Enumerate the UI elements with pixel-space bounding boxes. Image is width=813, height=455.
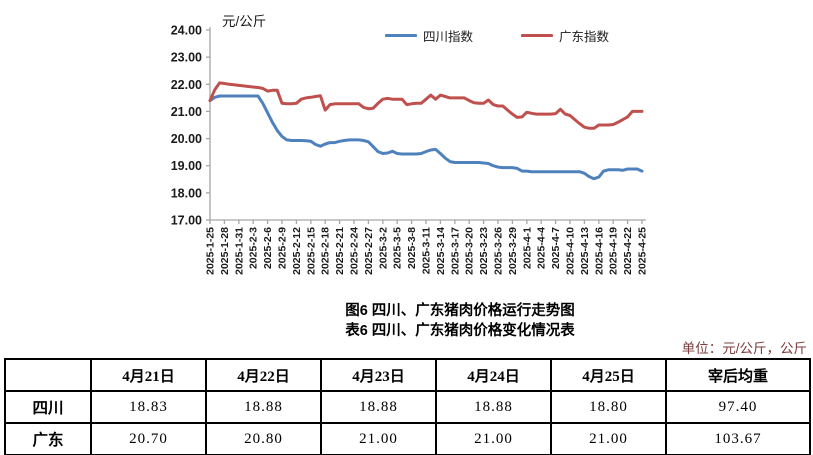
x-axis-tick-label: 2025-2-6: [262, 227, 274, 269]
price-trend-chart: 17.00 18.00 19.00 20.00 21.00 22.00 23.00 24.00…: [150, 2, 690, 300]
value-cell: 18.80: [550, 390, 667, 424]
x-axis-tick-label: 2025-4-13: [579, 227, 591, 275]
column-header-cell: 4月21日: [90, 358, 207, 392]
x-axis-tick-label: 2025-2-18: [320, 227, 332, 275]
x-axis-tick-label: 2025-1-25: [205, 227, 217, 275]
x-axis-tick-label: 2025-4-10: [565, 227, 577, 275]
x-axis-tick-label: 2025-4-1: [521, 227, 533, 269]
row-label-cell: 四川: [4, 390, 92, 424]
value-cell: 18.88: [435, 390, 552, 424]
corner-header-cell: [4, 358, 92, 392]
caption-block: 图6 四川、广东猪肉价格运行走势图 表6 四川、广东猪肉价格变化情况表: [160, 301, 760, 341]
series-line-1: [208, 81, 644, 130]
x-axis-tick-label: 2025-4-22: [622, 227, 634, 275]
value-cell: 18.88: [205, 390, 322, 424]
y-axis-tick-label: 19.00: [171, 159, 202, 173]
y-axis-tick-label: 24.00: [171, 24, 202, 38]
legend-line-swatch: [385, 33, 417, 38]
column-header-cell: 4月23日: [320, 358, 437, 392]
table-header-row: 4月21日 4月22日 4月23日 4月24日 4月25日 宰后均重: [4, 358, 811, 392]
x-axis-tick-label: 2025-2-24: [349, 227, 361, 275]
legend-label: 广东指数: [559, 30, 610, 44]
value-cell: 21.00: [320, 422, 437, 455]
y-axis-unit-label: 元/公斤: [222, 14, 267, 29]
x-axis-tick-label: 2025-4-16: [593, 227, 605, 275]
x-axis-tick-label: 2025-2-12: [291, 227, 303, 275]
y-axis-tick-label: 20.00: [171, 132, 202, 146]
value-cell: 18.88: [320, 390, 437, 424]
x-axis-tick-label: 2025-2-27: [363, 227, 375, 275]
line-chart-canvas: 17.00 18.00 19.00 20.00 21.00 22.00 23.00 24.00…: [171, 24, 649, 275]
x-axis-tick-label: 2025-4-25: [637, 227, 649, 275]
row-label-cell: 广东: [4, 422, 92, 455]
x-axis-tick-label: 2025-2-3: [248, 227, 260, 269]
table-unit-note: 单位：元/公斤，公斤: [681, 341, 807, 356]
x-axis-tick-label: 2025-3-23: [478, 227, 490, 275]
series-line-0: [208, 94, 644, 181]
value-cell: 20.70: [90, 422, 207, 455]
x-axis-tick-label: 2025-3-20: [464, 227, 476, 275]
column-header-cell: 4月24日: [435, 358, 552, 392]
y-axis-tick-label: 22.00: [171, 78, 202, 92]
x-axis-tick-label: 2025-4-4: [536, 227, 548, 269]
table-header: 4月21日 4月22日 4月23日 4月24日 4月25日 宰后均重: [4, 358, 811, 392]
x-axis-tick-label: 2025-3-8: [406, 227, 418, 269]
legend-item-1[interactable]: 广东指数: [521, 26, 609, 45]
value-cell: 18.83: [90, 390, 207, 424]
x-axis-tick-label: 2025-3-11: [421, 227, 433, 274]
x-axis-tick-label: 2025-3-2: [377, 227, 389, 269]
value-cell: 21.00: [550, 422, 667, 455]
legend-item-0[interactable]: 四川指数: [385, 26, 473, 45]
x-axis-tick-label: 2025-2-15: [305, 227, 317, 275]
table-row: 广东 20.70 20.80 21.00 21.00 21.00 103.67: [4, 422, 811, 455]
figure-title: 图6 四川、广东猪肉价格运行走势图: [345, 303, 575, 319]
table-body: 四川 18.83 18.88 18.88 18.88 18.80 97.40 广东 20.70 2…: [4, 390, 811, 455]
column-header-cell: 4月25日: [550, 358, 667, 392]
x-axis-tick-label: 2025-1-31: [233, 227, 245, 275]
x-axis-tick-label: 2025-3-17: [449, 227, 461, 275]
x-axis-tick-label: 2025-3-14: [435, 227, 447, 275]
x-axis-tick-label: 2025-2-21: [334, 227, 346, 275]
value-cell: 20.80: [205, 422, 322, 455]
legend-label: 四川指数: [423, 30, 474, 44]
y-axis-tick-label: 17.00: [171, 214, 202, 228]
value-cell: 97.40: [665, 390, 811, 424]
column-header-cell: 4月22日: [205, 358, 322, 392]
x-axis-tick-label: 2025-3-26: [493, 227, 505, 275]
y-axis-tick-label: 23.00: [171, 51, 202, 65]
x-axis-tick-label: 2025-4-7: [550, 227, 562, 269]
value-cell: 103.67: [665, 422, 811, 455]
x-axis-tick-label: 2025-1-28: [219, 227, 231, 275]
y-axis-tick-label: 18.00: [171, 186, 202, 200]
value-cell: 21.00: [435, 422, 552, 455]
legend-line-swatch: [521, 33, 554, 38]
y-axis-tick-label: 21.00: [171, 105, 202, 119]
x-axis-tick-label: 2025-3-29: [507, 227, 519, 275]
x-axis-tick-label: 2025-3-5: [392, 227, 404, 269]
table-row: 四川 18.83 18.88 18.88 18.88 18.80 97.40: [4, 390, 811, 424]
x-axis-tick-label: 2025-4-19: [608, 227, 620, 275]
price-change-table: 4月21日 4月22日 4月23日 4月24日 4月25日 宰后均重 四川 18.83 18.…: [4, 358, 811, 455]
table-title: 表6 四川、广东猪肉价格变化情况表: [345, 323, 575, 339]
chart-legend: 四川指数 广东指数: [385, 26, 609, 45]
column-header-cell: 宰后均重: [665, 358, 811, 392]
x-axis-tick-label: 2025-2-9: [277, 227, 289, 269]
